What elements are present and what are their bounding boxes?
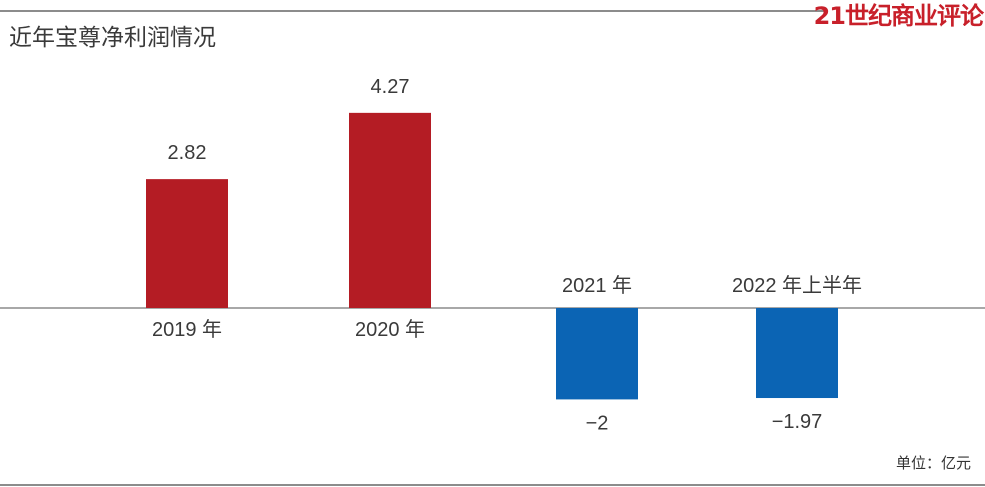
value-label-1: 2.82 (168, 142, 207, 164)
value-label-2: 4.27 (371, 76, 410, 98)
category-label-1: 2019 年 (152, 318, 222, 341)
bar-3 (556, 308, 638, 400)
unit-note: 单位：亿元 (895, 454, 971, 472)
chart-title: 近年宝尊净利润情况 (9, 25, 216, 51)
bar-4 (756, 308, 838, 399)
category-label-3: 2021 年 (562, 274, 632, 297)
bar-2 (349, 112, 431, 309)
top-rule (0, 10, 826, 12)
category-label-4: 2022 年上半年 (732, 274, 862, 297)
bottom-rule (0, 484, 985, 486)
value-label-4: −1.97 (772, 411, 823, 433)
category-label-2: 2020 年 (355, 318, 425, 341)
value-label-3: −2 (586, 412, 609, 434)
brand-logo: 21世纪商业评论 (813, 2, 984, 30)
bar-1 (146, 179, 228, 308)
